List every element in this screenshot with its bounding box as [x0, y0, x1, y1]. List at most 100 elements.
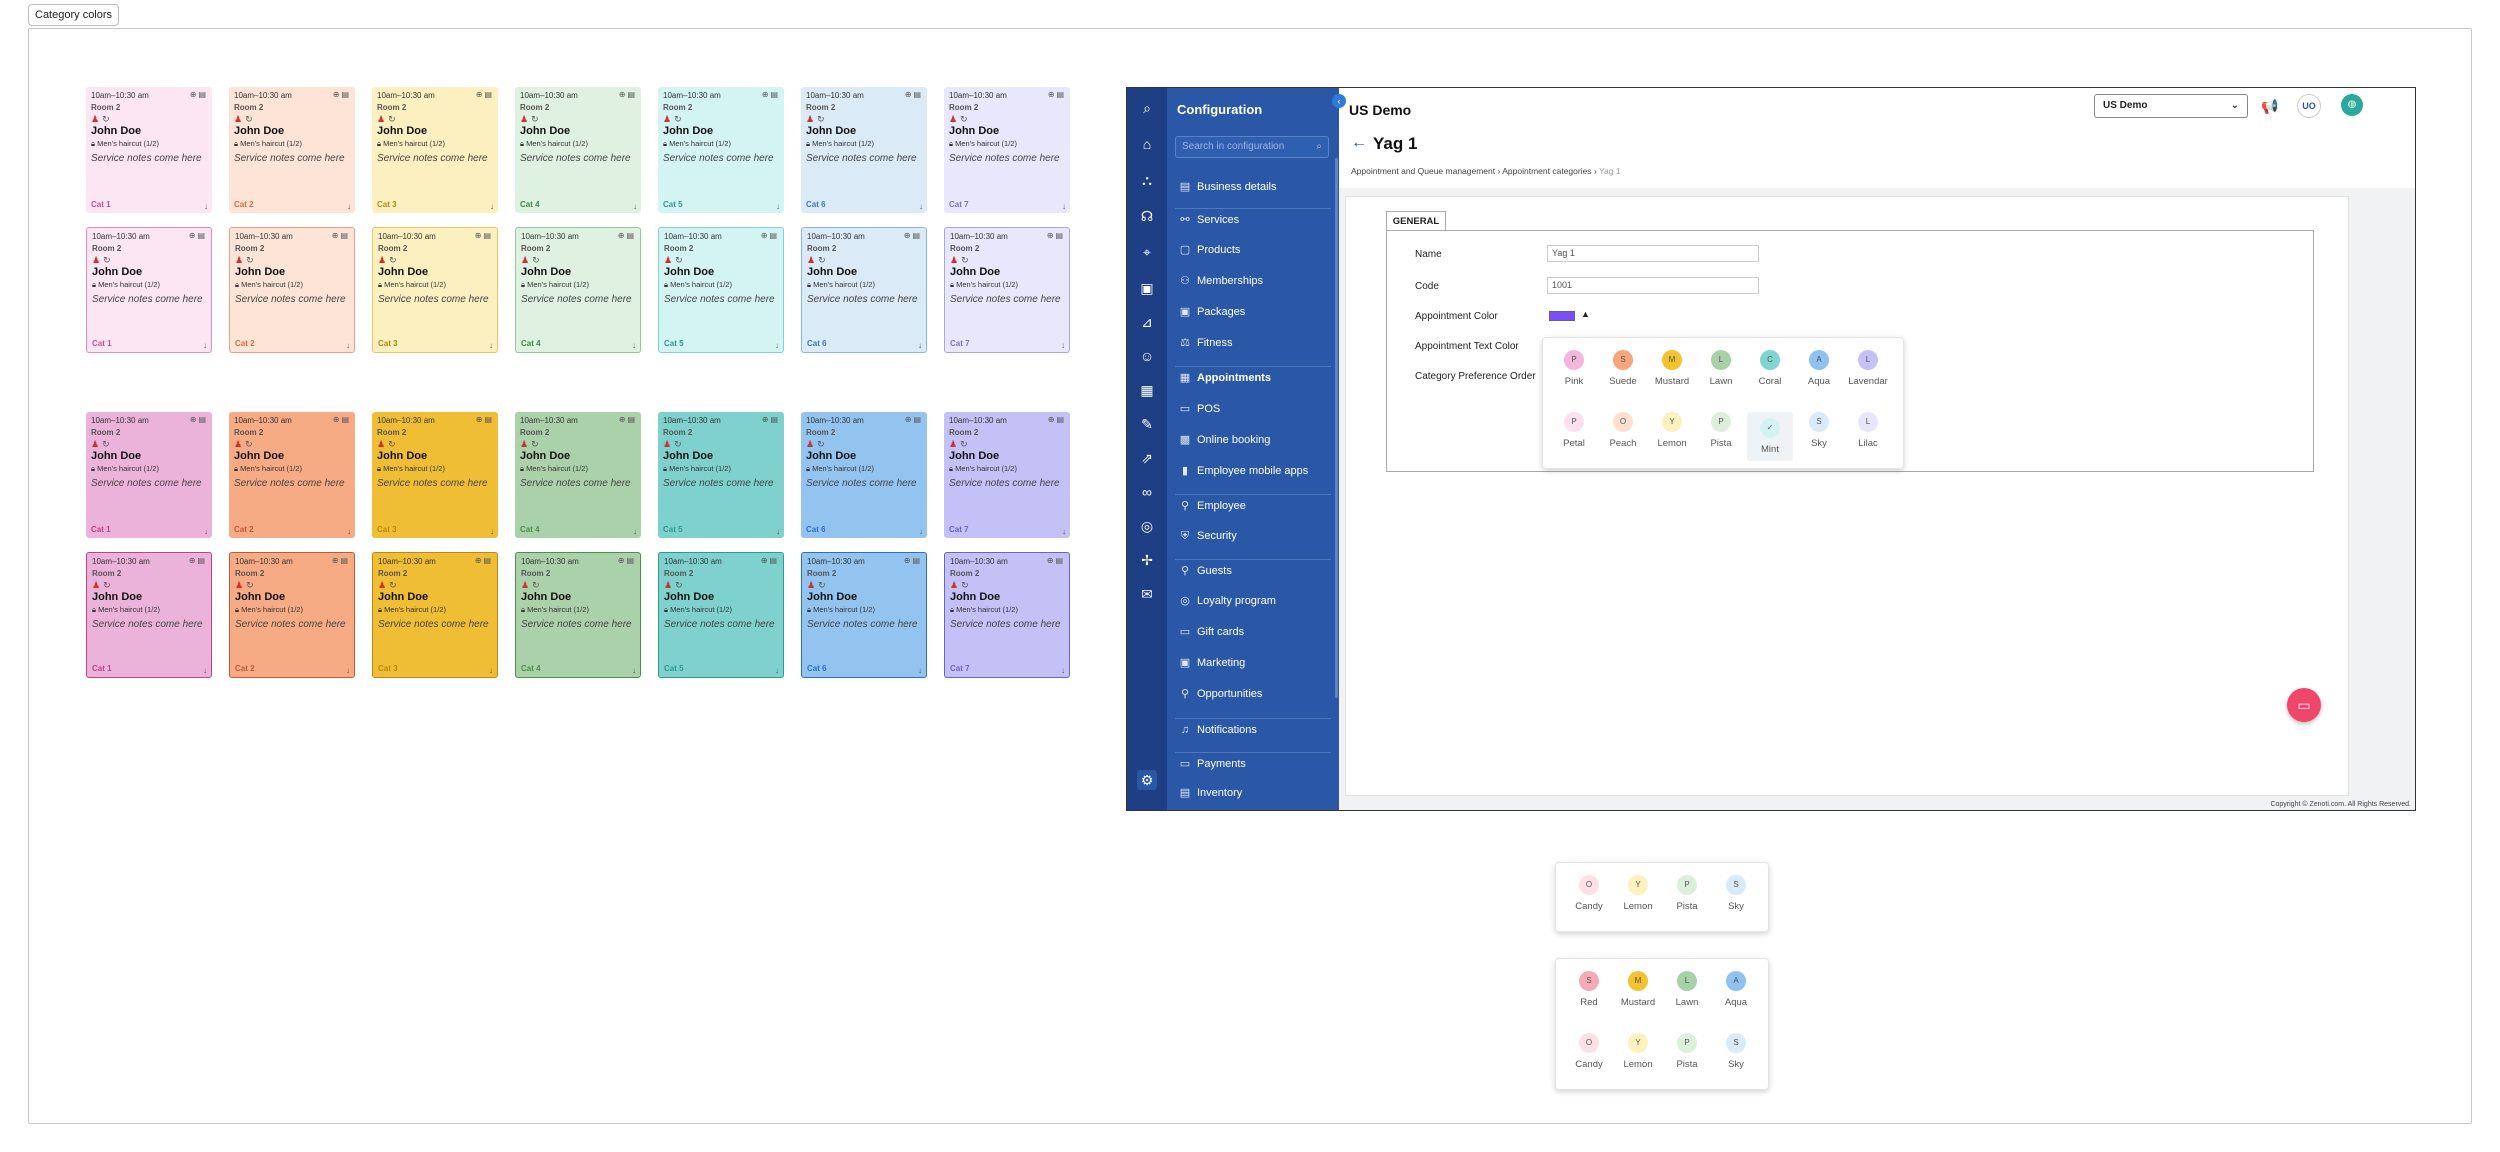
sidebar-item-payments[interactable]: ▭ Payments	[1175, 752, 1331, 774]
color-option-lemon[interactable]: Y Lemon	[1649, 412, 1695, 449]
card-actions-icon[interactable]: ⊕▤	[904, 90, 923, 99]
appointment-card[interactable]: 10am–10:30 am ⊕▤ Room 2 ♟ ↻ John Doe 🔒︎ Men's …	[229, 412, 355, 538]
sidebar-item-pos[interactable]: ▭ POS	[1175, 398, 1331, 420]
fan-icon[interactable]: ✢	[1141, 552, 1153, 568]
name-field[interactable]: Yag 1	[1547, 245, 1759, 262]
appointment-card[interactable]: 10am–10:30 am ⊕▤ Room 2 ♟ ↻ John Doe 🔒︎ Men's …	[515, 412, 641, 538]
card-actions-icon[interactable]: ⊕▤	[189, 415, 208, 424]
appointment-card[interactable]: 10am–10:30 am ⊕▤ Room 2 ♟ ↻ John Doe 🔒︎ Men's …	[372, 227, 498, 353]
color-option-mustard[interactable]: M Mustard	[1615, 971, 1661, 1008]
store-select[interactable]: US Demo ⌄	[2094, 94, 2248, 118]
breadcrumb-item[interactable]: Appointment and Queue management	[1351, 166, 1496, 176]
sidebar-item-fitness[interactable]: ⚖ Fitness	[1175, 332, 1331, 354]
appointment-card[interactable]: 10am–10:30 am ⊕▤ Room 2 ♟ ↻ John Doe 🔒︎ Men's …	[801, 227, 927, 353]
card-actions-icon[interactable]: ⊕▤	[188, 556, 207, 565]
color-option-petal[interactable]: P Petal	[1551, 412, 1597, 449]
calendar-icon[interactable]: ▣	[1140, 280, 1154, 296]
appointment-card[interactable]: 10am–10:30 am ⊕▤ Room 2 ♟ ↻ John Doe 🔒︎ Men's …	[801, 87, 927, 213]
sidebar-item-business-details[interactable]: ▤ Business details	[1175, 176, 1331, 198]
card-actions-icon[interactable]: ⊕▤	[332, 415, 351, 424]
appointment-card[interactable]: 10am–10:30 am ⊕▤ Room 2 ♟ ↻ John Doe 🔒︎ Men's …	[229, 87, 355, 213]
support-icon[interactable]: ◎	[1140, 518, 1154, 534]
card-actions-icon[interactable]: ⊕▤	[904, 415, 923, 424]
appointment-card[interactable]: 10am–10:30 am ⊕▤ Room 2 ♟ ↻ John Doe 🔒︎ Men's …	[86, 412, 212, 538]
chat-icon[interactable]: ▭	[2287, 688, 2321, 722]
card-actions-icon[interactable]: ⊕▤	[475, 90, 494, 99]
caret-up-icon[interactable]: ▲	[1581, 309, 1590, 319]
sidebar-item-notifications[interactable]: ♫ Notifications	[1175, 718, 1331, 740]
color-option-pink[interactable]: P Pink	[1551, 350, 1597, 387]
color-option-mustard[interactable]: M Mustard	[1649, 350, 1695, 387]
color-option-aqua[interactable]: A Aqua	[1713, 971, 1759, 1008]
color-option-coral[interactable]: C Coral	[1747, 350, 1793, 387]
card-actions-icon[interactable]: ⊕▤	[903, 556, 922, 565]
appointment-card[interactable]: 10am–10:30 am ⊕▤ Room 2 ♟ ↻ John Doe 🔒︎ Men's …	[944, 87, 1070, 213]
card-actions-icon[interactable]: ⊕▤	[761, 415, 780, 424]
appointment-card[interactable]: 10am–10:30 am ⊕▤ Room 2 ♟ ↻ John Doe 🔒︎ Men's …	[658, 552, 784, 678]
color-option-pista[interactable]: P Pista	[1698, 412, 1744, 449]
home-icon[interactable]: ⌂	[1142, 136, 1152, 152]
appointment-card[interactable]: 10am–10:30 am ⊕▤ Room 2 ♟ ↻ John Doe 🔒︎ Men's …	[515, 227, 641, 353]
card-actions-icon[interactable]: ⊕▤	[760, 556, 779, 565]
sidebar-item-services[interactable]: ⚯ Services	[1175, 208, 1331, 230]
appointment-card[interactable]: 10am–10:30 am ⊕▤ Room 2 ♟ ↻ John Doe 🔒︎ Men's …	[515, 552, 641, 678]
appointment-card[interactable]: 10am–10:30 am ⊕▤ Room 2 ♟ ↻ John Doe 🔒︎ Men's …	[801, 412, 927, 538]
tag-icon[interactable]: ⌖	[1143, 244, 1151, 260]
card-actions-icon[interactable]: ⊕▤	[760, 231, 779, 240]
schedule-icon[interactable]: ▦	[1140, 382, 1154, 398]
color-option-lawn[interactable]: L Lawn	[1664, 971, 1710, 1008]
appointment-card[interactable]: 10am–10:30 am ⊕▤ Room 2 ♟ ↻ John Doe 🔒︎ Men's …	[372, 412, 498, 538]
card-actions-icon[interactable]: ⊕▤	[617, 231, 636, 240]
appointment-card[interactable]: 10am–10:30 am ⊕▤ Room 2 ♟ ↻ John Doe 🔒︎ Men's …	[86, 552, 212, 678]
marketing-icon[interactable]: ☊	[1140, 208, 1154, 224]
color-option-aqua[interactable]: A Aqua	[1796, 350, 1842, 387]
color-option-lemon[interactable]: Y Lemon	[1615, 875, 1661, 912]
card-actions-icon[interactable]: ⊕▤	[618, 90, 637, 99]
card-actions-icon[interactable]: ⊕▤	[331, 556, 350, 565]
integrations-icon[interactable]: ∞	[1142, 484, 1152, 500]
color-option-red[interactable]: S Red	[1566, 971, 1612, 1008]
breadcrumb-item[interactable]: Appointment categories	[1502, 166, 1592, 176]
megaphone-icon[interactable]: 📢	[2261, 98, 2279, 114]
sidebar-item-marketing[interactable]: ▣ Marketing	[1175, 652, 1331, 674]
card-actions-icon[interactable]: ⊕▤	[618, 415, 637, 424]
appointment-card[interactable]: 10am–10:30 am ⊕▤ Room 2 ♟ ↻ John Doe 🔒︎ Men's …	[801, 552, 927, 678]
color-option-lilac[interactable]: L Lilac	[1845, 412, 1891, 449]
appointment-card[interactable]: 10am–10:30 am ⊕▤ Room 2 ♟ ↻ John Doe 🔒︎ Men's …	[515, 87, 641, 213]
color-option-candy[interactable]: O Candy	[1566, 1033, 1612, 1070]
color-option-pista[interactable]: P Pista	[1664, 1033, 1710, 1070]
config-search-input[interactable]: Search in configuration ⌕	[1175, 136, 1329, 158]
appointment-card[interactable]: 10am–10:30 am ⊕▤ Room 2 ♟ ↻ John Doe 🔒︎ Men's …	[658, 87, 784, 213]
sidebar-item-gift-cards[interactable]: ▭ Gift cards	[1175, 621, 1331, 643]
color-option-sky[interactable]: S Sky	[1713, 1033, 1759, 1070]
appointment-card[interactable]: 10am–10:30 am ⊕▤ Room 2 ♟ ↻ John Doe 🔒︎ Men's …	[944, 227, 1070, 353]
color-option-candy[interactable]: O Candy	[1566, 875, 1612, 912]
sidebar-item-opportunities[interactable]: ⚲ Opportunities	[1175, 683, 1331, 705]
sidebar-item-packages[interactable]: ▣ Packages	[1175, 301, 1331, 323]
card-actions-icon[interactable]: ⊕▤	[1046, 231, 1065, 240]
appointment-card[interactable]: 10am–10:30 am ⊕▤ Room 2 ♟ ↻ John Doe 🔒︎ Men's …	[658, 227, 784, 353]
appointment-card[interactable]: 10am–10:30 am ⊕▤ Room 2 ♟ ↻ John Doe 🔒︎ Men's …	[372, 87, 498, 213]
edit-icon[interactable]: ✎	[1141, 416, 1153, 432]
sidebar-item-guests[interactable]: ⚲ Guests	[1175, 559, 1331, 581]
appointment-card[interactable]: 10am–10:30 am ⊕▤ Room 2 ♟ ↻ John Doe 🔒︎ Men's …	[944, 412, 1070, 538]
card-actions-icon[interactable]: ⊕▤	[475, 415, 494, 424]
back-arrow-icon[interactable]: ←	[1351, 134, 1367, 151]
appointment-card[interactable]: 10am–10:30 am ⊕▤ Room 2 ♟ ↻ John Doe 🔒︎ Men's …	[229, 552, 355, 678]
code-field[interactable]: 1001	[1547, 277, 1759, 294]
color-option-peach[interactable]: O Peach	[1600, 412, 1646, 449]
team-icon[interactable]: ☺	[1139, 348, 1155, 364]
sidebar-item-inventory[interactable]: ▤ Inventory	[1175, 782, 1331, 804]
card-actions-icon[interactable]: ⊕▤	[761, 90, 780, 99]
card-actions-icon[interactable]: ⊕▤	[474, 556, 493, 565]
people-icon[interactable]: ⛬	[1142, 172, 1152, 188]
collapse-sidebar-icon[interactable]: ‹	[1332, 94, 1346, 108]
user-avatar[interactable]: UO	[2297, 94, 2321, 118]
appointment-card[interactable]: 10am–10:30 am ⊕▤ Room 2 ♟ ↻ John Doe 🔒︎ Men's …	[86, 227, 212, 353]
card-actions-icon[interactable]: ⊕▤	[474, 231, 493, 240]
sidebar-scrollbar[interactable]	[1335, 158, 1338, 698]
sidebar-item-memberships[interactable]: ⚇ Memberships	[1175, 270, 1331, 292]
appointment-card[interactable]: 10am–10:30 am ⊕▤ Room 2 ♟ ↻ John Doe 🔒︎ Men's …	[944, 552, 1070, 678]
appointment-color-swatch[interactable]	[1549, 311, 1575, 321]
card-actions-icon[interactable]: ⊕▤	[332, 90, 351, 99]
